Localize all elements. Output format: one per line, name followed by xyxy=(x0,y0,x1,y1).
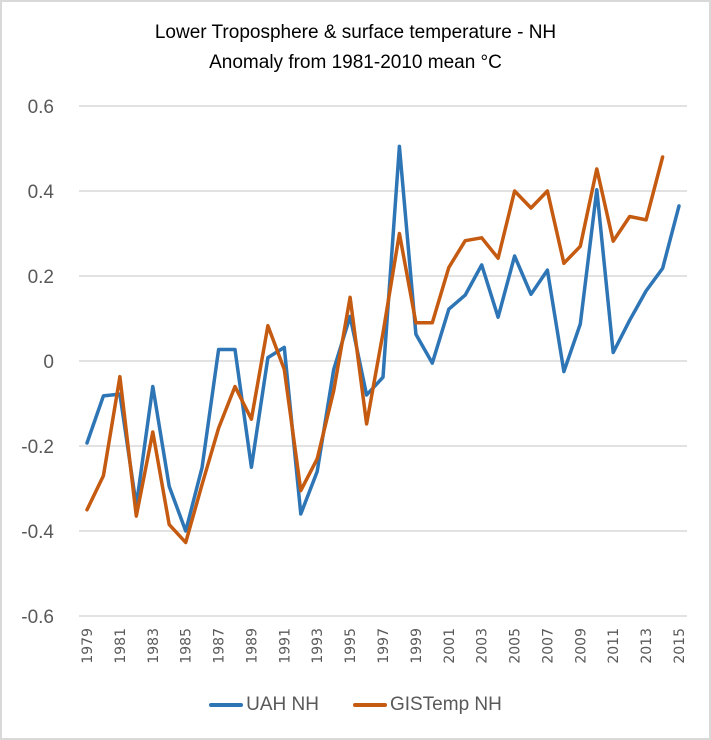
x-tick-label: 1991 xyxy=(277,628,293,664)
x-tick-label: 2005 xyxy=(508,628,524,664)
x-tick-label: 2003 xyxy=(475,628,491,664)
x-tick-label: 1999 xyxy=(409,628,425,664)
x-tick-label: 1983 xyxy=(146,628,162,664)
chart-title: Lower Troposphere & surface temperature … xyxy=(154,22,557,43)
x-tick-label: 1981 xyxy=(113,628,129,664)
y-tick-label: -0.6 xyxy=(21,607,54,628)
y-tick-label: 0.6 xyxy=(28,97,54,118)
x-axis-ticks: 1979 1981 1983 1985 1987 1989 1991 1993 1995 1997… xyxy=(80,628,688,664)
x-tick-label: 2013 xyxy=(639,628,655,664)
y-axis-ticks: 0.6 0.4 0.2 0 -0.2 -0.4 -0.6 xyxy=(21,97,54,628)
series-line-gistemp-nh xyxy=(85,155,665,545)
series-line-uah-nh xyxy=(85,144,681,533)
x-tick-label: 2007 xyxy=(540,628,556,664)
x-tick-label: 2015 xyxy=(672,628,688,664)
y-tick-label: -0.4 xyxy=(21,522,54,543)
legend-swatch-uah xyxy=(209,703,244,707)
series-lines xyxy=(85,144,681,545)
x-tick-label: 1997 xyxy=(376,628,392,664)
y-tick-label: 0 xyxy=(43,352,54,373)
x-tick-label: 1989 xyxy=(244,628,260,664)
y-tick-label: 0.2 xyxy=(28,267,54,288)
legend-label-gistemp: GISTemp NH xyxy=(389,694,502,715)
legend-item-gistemp: GISTemp NH xyxy=(352,694,502,716)
x-tick-label: 2011 xyxy=(606,628,622,664)
y-tick-label: 0.4 xyxy=(28,182,55,203)
x-tick-label: 1995 xyxy=(343,628,359,664)
x-tick-label: 1985 xyxy=(179,628,195,664)
y-tick-label: -0.2 xyxy=(21,437,54,458)
x-tick-label: 2009 xyxy=(573,628,589,664)
legend-item-uah: UAH NH xyxy=(209,694,319,716)
x-tick-label: 1993 xyxy=(310,628,326,664)
x-tick-label: 2001 xyxy=(442,628,458,664)
legend-label-uah: UAH NH xyxy=(246,694,319,715)
legend-swatch-gistemp xyxy=(352,703,387,707)
chart-subtitle: Anomaly from 1981-2010 mean °C xyxy=(209,52,502,73)
x-tick-label: 1987 xyxy=(212,628,228,664)
x-tick-label: 1979 xyxy=(80,628,96,664)
legend: UAH NH GISTemp NH xyxy=(0,694,711,716)
